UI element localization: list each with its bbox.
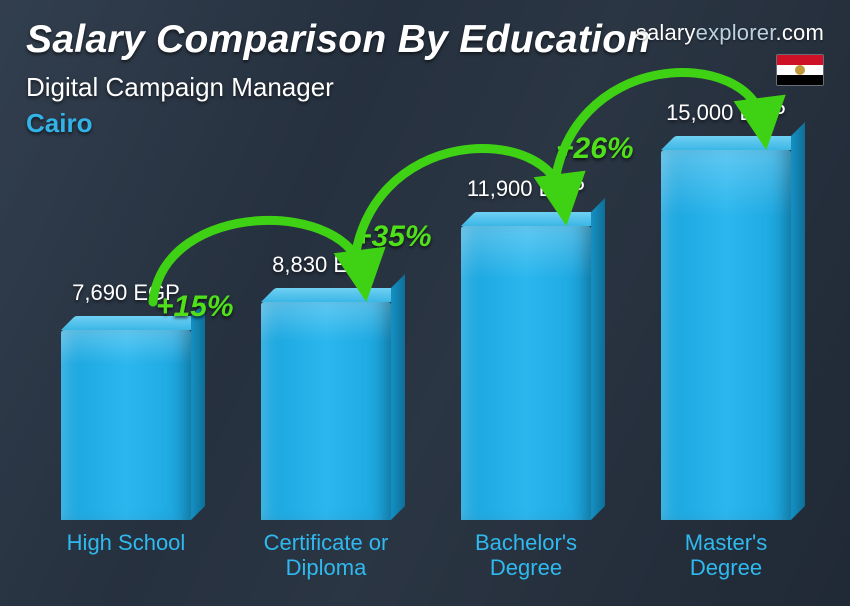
bar-value-label: 11,900 EGP bbox=[436, 176, 616, 202]
brand-watermark: salaryexplorer.com bbox=[636, 20, 824, 46]
percent-increase-label: +26% bbox=[556, 132, 634, 166]
bar bbox=[661, 150, 791, 520]
bar-category-label: Certificate orDiploma bbox=[236, 530, 416, 582]
bar-wrap bbox=[461, 226, 591, 520]
brand-prefix: salary bbox=[636, 20, 696, 45]
bar-category-label: Bachelor'sDegree bbox=[436, 530, 616, 582]
percent-increase-label: +15% bbox=[156, 290, 234, 324]
bar-category-label: High School bbox=[36, 530, 216, 582]
bar-category-label: Master'sDegree bbox=[636, 530, 816, 582]
bar bbox=[261, 302, 391, 520]
chart-column: 7,690 EGPHigh School bbox=[36, 280, 216, 582]
bar-value-label: 15,000 EGP bbox=[636, 100, 816, 126]
brand-mid: explorer bbox=[696, 20, 776, 45]
infographic-stage: Salary Comparison By Education Digital C… bbox=[0, 0, 850, 606]
bar-wrap bbox=[261, 302, 391, 520]
chart-column: 11,900 EGP Bachelor'sDegree bbox=[436, 176, 616, 582]
bar-wrap bbox=[661, 150, 791, 520]
bar-chart: 7,690 EGPHigh School 8,830 EGP Certificate… bbox=[26, 62, 800, 582]
brand-suffix: .com bbox=[776, 20, 824, 45]
chart-column: 8,830 EGP Certificate orDiploma bbox=[236, 252, 416, 582]
bar bbox=[61, 330, 191, 520]
chart-title: Salary Comparison By Education bbox=[26, 18, 651, 62]
bar-value-label: 8,830 EGP bbox=[236, 252, 416, 278]
percent-increase-label: +35% bbox=[354, 220, 432, 254]
bar bbox=[461, 226, 591, 520]
chart-column: 15,000 EGP Master'sDegree bbox=[636, 100, 816, 582]
bar-wrap bbox=[61, 330, 191, 520]
